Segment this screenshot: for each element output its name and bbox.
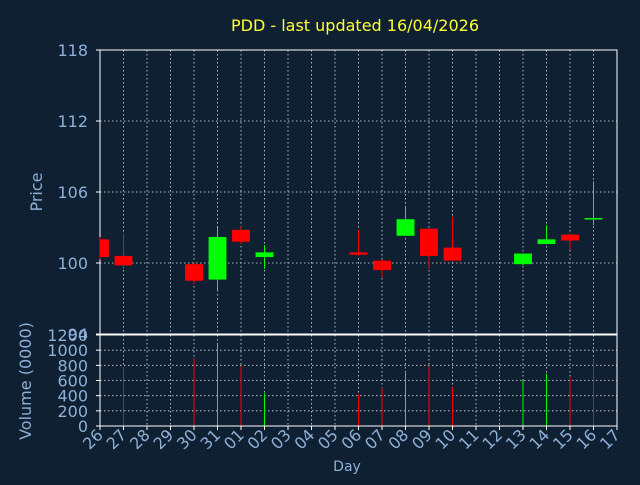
price-y-tick-label: 106 (57, 183, 88, 202)
x-axis-label: Day (333, 459, 361, 475)
candle-body (114, 255, 133, 266)
volume-y-tick-label: 1200 (47, 326, 88, 345)
price-y-tick-label: 94 (68, 325, 88, 344)
candle-body (396, 219, 415, 236)
candle-body (373, 260, 391, 271)
volume-y-tick-label: 1000 (47, 341, 88, 360)
candle-body (100, 239, 109, 258)
candle-body (514, 253, 532, 265)
volume-y-tick-label: 200 (57, 402, 88, 421)
candle-body (584, 218, 603, 220)
candle-body (232, 229, 250, 242)
price-axis-label: Price (27, 172, 46, 211)
candle-body (561, 234, 579, 241)
candle-body (537, 239, 556, 245)
candle-body (349, 252, 368, 255)
volume-axis-label: Volume (0000) (16, 322, 35, 440)
price-y-tick-label: 118 (57, 41, 88, 60)
candle-body (185, 264, 203, 281)
price-panel: 94 100 106 112 118 (57, 41, 618, 344)
price-panel-frame (99, 49, 618, 335)
volume-y-tick-label: 600 (57, 372, 88, 391)
candle-body (443, 247, 462, 261)
candle-body (208, 236, 227, 280)
price-y-tick-label: 100 (57, 254, 88, 273)
volume-y-tick-label: 800 (57, 356, 88, 375)
volume-y-tick-label: 400 (57, 387, 88, 406)
chart-title: PDD - last updated 16/04/2026 (231, 16, 479, 35)
candle-body (420, 228, 438, 256)
price-y-tick-label: 112 (57, 112, 88, 131)
volume-y-tick-label: 0 (78, 417, 88, 436)
candle-body (255, 252, 274, 258)
